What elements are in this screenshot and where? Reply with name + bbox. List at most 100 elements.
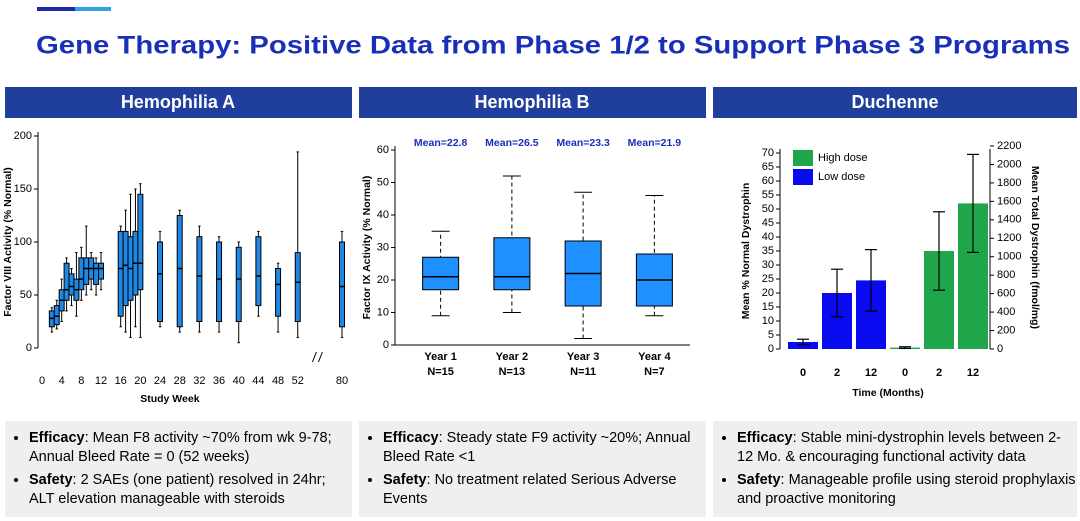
legend-label: High dose	[818, 152, 868, 164]
x-tick-label: 36	[213, 375, 225, 387]
annotation: Mean=26.5	[485, 137, 539, 149]
y-tick-label: 60	[377, 144, 389, 156]
bullet-text: : Manageable profile using steroid proph…	[737, 472, 1076, 507]
box	[117, 230, 124, 317]
box	[137, 193, 144, 291]
y-tick-label: 200	[997, 324, 1015, 336]
x-tick-label: 12	[95, 375, 107, 387]
x-tick-sublabel: N=11	[570, 366, 596, 378]
x-tick-label: 20	[134, 375, 146, 387]
bullet-text: : Mean F8 activity ~70% from wk 9-78; An…	[29, 430, 332, 465]
y-tick-label: 1000	[997, 251, 1021, 263]
x-tick-label: Year 1	[424, 351, 456, 363]
box	[93, 262, 100, 285]
box	[68, 273, 75, 296]
panel-title: Duchenne	[851, 92, 938, 112]
y-tick-label: 0	[383, 339, 389, 351]
y-tick-label: 0	[26, 342, 32, 354]
box	[196, 236, 203, 322]
y-tick-label: 1600	[997, 195, 1021, 207]
bullet: Efficacy: Mean F8 activity ~70% from wk …	[29, 429, 352, 467]
box	[83, 257, 90, 285]
x-tick-label: 12	[865, 367, 877, 379]
y-tick-label: 20	[377, 274, 389, 286]
bullet-label: Safety	[737, 472, 781, 488]
panel-header	[713, 87, 1077, 118]
x-tick-label: 16	[115, 375, 127, 387]
x-tick-label: 2	[936, 367, 942, 379]
x-tick-label: 24	[154, 375, 166, 387]
x-tick-label: 80	[336, 375, 348, 387]
y-tick-label: 1800	[997, 177, 1021, 189]
y-tick-label: 65	[762, 161, 774, 173]
box	[78, 257, 85, 291]
axis-label: Factor VIII Activity (% Normal)	[2, 167, 14, 317]
x-tick-sublabel: N=13	[499, 366, 526, 378]
y-tick-label: 30	[762, 259, 774, 271]
bullet-text: : No treatment related Serious Adverse E…	[383, 472, 677, 507]
bullet: Safety: No treatment related Serious Adv…	[383, 471, 706, 509]
box	[53, 305, 60, 326]
legend-label: Low dose	[818, 171, 865, 183]
y-tick-label: 0	[768, 343, 774, 355]
x-tick-label: 44	[252, 375, 264, 387]
y-tick-label: 50	[762, 203, 774, 215]
y-tick-label: 20	[762, 287, 774, 299]
x-tick-label: Year 4	[638, 351, 671, 363]
slide-title: Gene Therapy: Positive Data from Phase 1…	[36, 32, 1070, 60]
y-tick-label: 25	[762, 273, 774, 285]
bar	[788, 342, 818, 349]
y-tick-label: 40	[762, 231, 774, 243]
panel-header	[5, 87, 352, 118]
bullet-label: Safety	[29, 472, 73, 488]
x-tick-label: 40	[233, 375, 245, 387]
y-tick-label: 100	[14, 236, 32, 248]
x-tick-label: Year 2	[496, 351, 528, 363]
y-tick-label: 70	[762, 147, 774, 159]
box	[493, 237, 531, 291]
x-tick-label: Year 3	[567, 351, 599, 363]
box	[275, 268, 282, 317]
x-axis-label: Study Week	[140, 393, 199, 405]
y-tick-label: 15	[762, 301, 774, 313]
x-tick-label: 28	[174, 375, 186, 387]
panel-title: Hemophilia A	[121, 92, 235, 112]
axis-break	[317, 351, 323, 363]
bullet-label: Safety	[383, 472, 427, 488]
x-tick-label: 12	[967, 367, 979, 379]
bullet-box: Efficacy: Steady state F9 activity ~20%;…	[359, 421, 706, 517]
y-tick-label: 10	[762, 315, 774, 327]
y-tick-label: 5	[768, 329, 774, 341]
bullet-label: Efficacy	[737, 430, 793, 446]
bullet-list: Efficacy: Stable mini-dystrophin levels …	[713, 429, 1077, 509]
y-tick-label: 50	[20, 289, 32, 301]
x-axis-label: Time (Months)	[852, 387, 924, 399]
y-tick-label: 0	[997, 343, 1003, 355]
y-tick-label: 2000	[997, 158, 1021, 170]
y-tick-label: 200	[14, 130, 32, 142]
bullet-text: : Steady state F9 activity ~20%; Annual …	[383, 430, 691, 465]
axis-label: Mean Total Dystrophin (fmol/mg)	[1029, 166, 1041, 329]
bullet: Efficacy: Steady state F9 activity ~20%;…	[383, 429, 706, 467]
accent-bar	[37, 7, 75, 11]
y-tick-label: 1200	[997, 232, 1021, 244]
bullet-text: : Stable mini-dystrophin levels between …	[737, 430, 1062, 465]
box	[63, 262, 70, 301]
annotation: Mean=21.9	[628, 137, 682, 149]
y-tick-label: 55	[762, 189, 774, 201]
x-tick-label: 32	[193, 375, 205, 387]
box	[176, 215, 183, 328]
x-tick-label: 2	[834, 367, 840, 379]
x-tick-sublabel: N=7	[644, 366, 665, 378]
bullet-box: Efficacy: Stable mini-dystrophin levels …	[713, 421, 1077, 517]
x-tick-label: 4	[59, 375, 65, 387]
box	[98, 262, 105, 280]
box	[235, 246, 242, 322]
panel-title: Hemophilia B	[474, 92, 589, 112]
y-tick-label: 10	[377, 306, 389, 318]
axis-break	[311, 351, 317, 363]
box	[339, 241, 345, 328]
y-tick-label: 1400	[997, 214, 1021, 226]
y-tick-label: 800	[997, 269, 1015, 281]
